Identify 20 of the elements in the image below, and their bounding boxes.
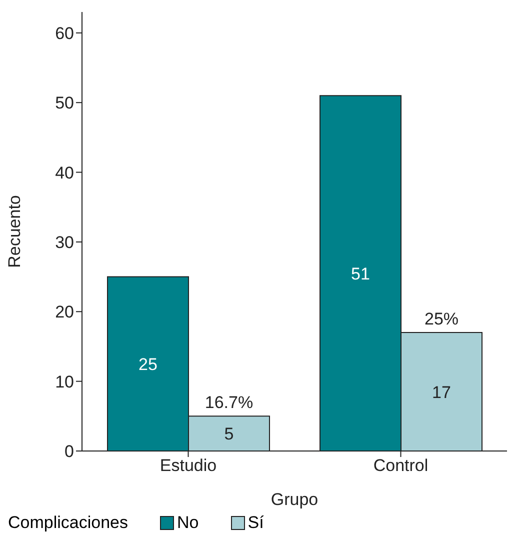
- data-label: 25: [138, 354, 158, 374]
- data-label: 5: [224, 424, 234, 444]
- x-tick-label: Estudio: [160, 456, 217, 476]
- annotation: 16.7%: [204, 393, 254, 412]
- data-label: 17: [432, 382, 451, 402]
- legend-title: Complicaciones: [8, 513, 128, 533]
- y-tick-label: 40: [55, 163, 74, 182]
- legend-label: No: [177, 513, 199, 533]
- annotation: 25%: [424, 310, 459, 329]
- y-tick-label: 50: [55, 94, 74, 113]
- y-tick-label: 60: [55, 24, 74, 43]
- data-label: 51: [351, 264, 370, 284]
- y-tick-label: 30: [55, 232, 74, 252]
- x-tick-label: Control: [373, 456, 428, 476]
- y-axis-title: Recuento: [5, 195, 24, 268]
- x-axis-title: Grupo: [270, 490, 318, 509]
- y-tick-label: 20: [55, 302, 74, 322]
- y-tick-label: 0: [64, 442, 74, 462]
- y-tick-label: 10: [55, 372, 74, 392]
- legend-label: Sí: [248, 513, 264, 533]
